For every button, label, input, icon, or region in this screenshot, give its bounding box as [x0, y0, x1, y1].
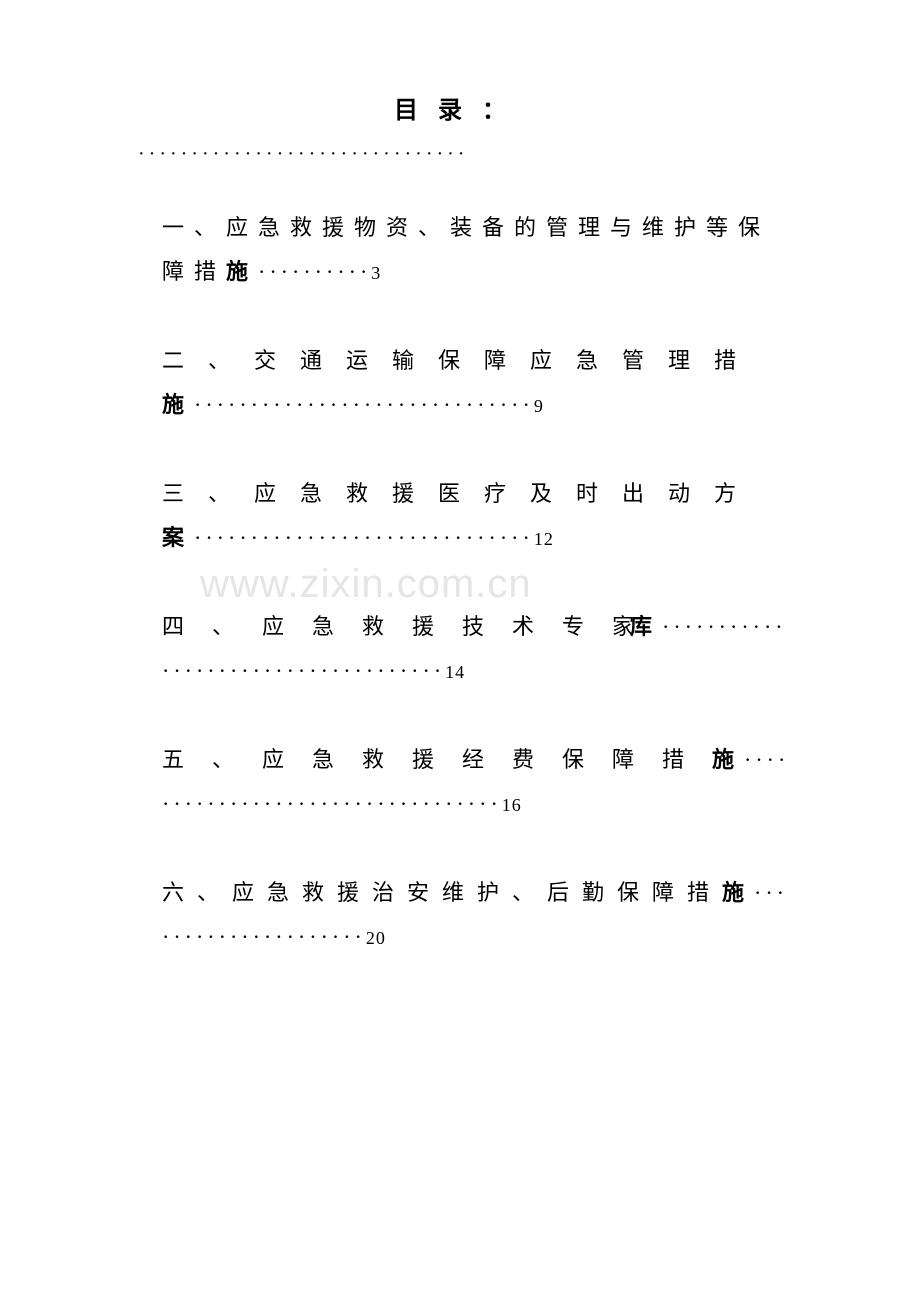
toc-text-4: 四、应急救援技术专家 — [162, 614, 662, 639]
toc-tail-2: 施 — [162, 392, 194, 417]
toc-tail-3: 案 — [162, 525, 194, 550]
toc-page-4: 14 — [445, 662, 465, 682]
title-char2: 录： — [438, 98, 526, 124]
toc-tail-1: 施 — [226, 259, 258, 284]
toc-page-3: 12 — [534, 529, 554, 549]
page-content: 目录： ······························· 一、应急… — [0, 0, 920, 1064]
toc-entry-2: 二、交通运输保障应急管理措施··························… — [130, 339, 790, 427]
toc-page-5: 16 — [502, 795, 522, 815]
toc-page-2: 9 — [534, 396, 544, 416]
toc-title: 目录： — [130, 90, 790, 125]
title-char1: 目 — [394, 98, 438, 124]
toc-entry-6: 六、应急救援治安维护、后勤保障措施·····················20 — [130, 871, 790, 959]
toc-tail-6: 施 — [722, 880, 754, 905]
toc-entry-4: 四、应急救援技术专家库·····························… — [130, 605, 790, 693]
toc-entry-5: 五、应急救援经费保障措施····························… — [130, 738, 790, 826]
toc-entry-1: 一、应急救援物资、装备的管理与维护等保障措施··········3 — [130, 206, 790, 294]
toc-page-6: 20 — [366, 928, 386, 948]
toc-dots-3: ······························ — [194, 525, 534, 550]
toc-dots-1: ·········· — [258, 259, 371, 284]
toc-dots-2: ······························ — [194, 392, 534, 417]
title-dots: ······························· — [130, 143, 790, 166]
toc-tail-4: 库 — [630, 614, 662, 639]
toc-page-1: 3 — [371, 263, 381, 283]
toc-entry-3: 三、应急救援医疗及时出动方案··························… — [130, 472, 790, 560]
toc-text-5: 五、应急救援经费保障措 — [162, 747, 712, 772]
toc-text-6: 六、应急救援治安维护、后勤保障措 — [162, 880, 722, 905]
toc-text-3: 三、应急救援医疗及时出动方 — [162, 481, 760, 506]
toc-tail-5: 施 — [712, 747, 744, 772]
toc-text-2: 二、交通运输保障应急管理措 — [162, 348, 760, 373]
